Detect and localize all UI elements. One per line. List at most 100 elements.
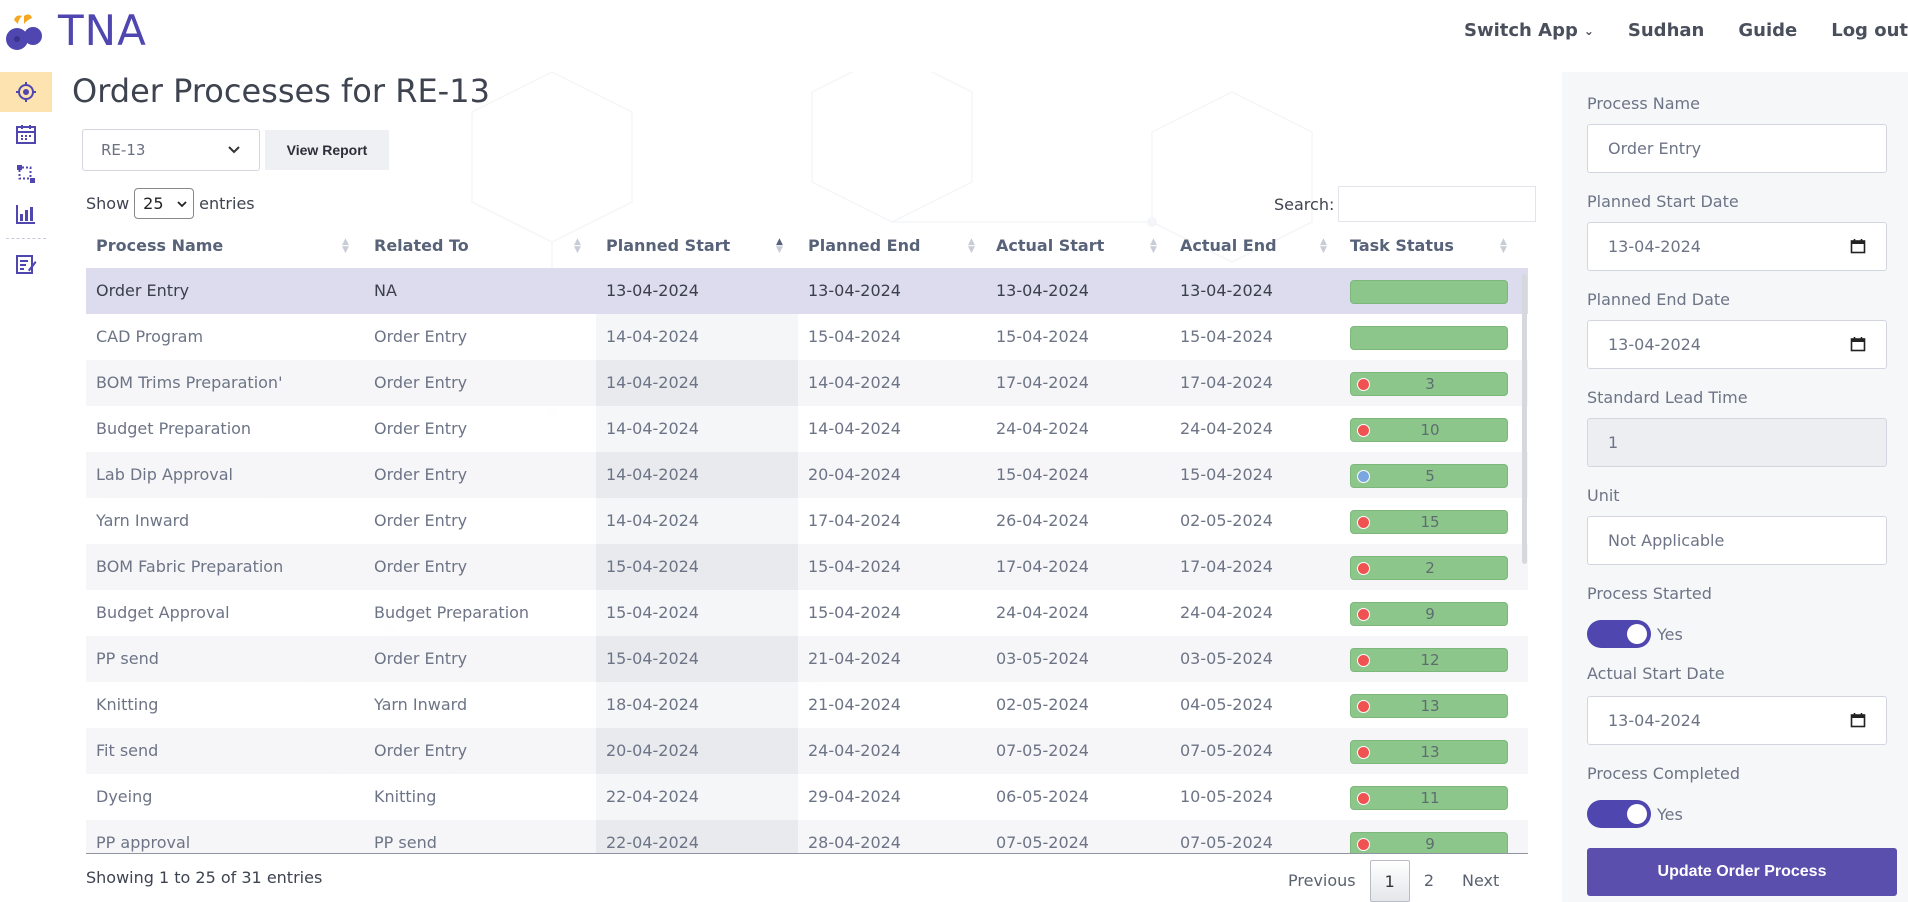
cell-actual-end: 10-05-2024 (1180, 787, 1273, 806)
cell-planned-start: 15-04-2024 (606, 557, 699, 576)
col-header-planned-start[interactable]: Planned Start ▲ ▼ (596, 226, 798, 268)
order-select[interactable]: RE-13 (82, 129, 260, 171)
rail-item-reports[interactable] (0, 194, 52, 234)
pagination: Previous 1 2 Next (1274, 860, 1513, 902)
sort-icon: ▲ ▼ (968, 237, 975, 255)
sorted-column-shade (596, 498, 798, 544)
task-status-delay-days: 13 (1420, 743, 1440, 761)
sorted-column-shade (596, 544, 798, 590)
pagination-page-1[interactable]: 1 (1369, 860, 1410, 902)
app-brand[interactable]: TNA (58, 6, 147, 55)
sorted-column-shade (596, 774, 798, 820)
user-link[interactable]: Sudhan (1627, 20, 1705, 41)
task-status-delay-days: 11 (1420, 789, 1440, 807)
cell-actual-end: 24-04-2024 (1180, 419, 1273, 438)
view-report-button[interactable]: View Report (265, 130, 389, 170)
calendar-icon[interactable] (1850, 238, 1866, 254)
cell-process-name: Order Entry (96, 281, 190, 300)
status-dot-red-icon (1357, 562, 1370, 575)
table-row[interactable]: BOM Trims Preparation' Order Entry 14-04-2… (86, 360, 1528, 406)
table-row[interactable]: PP approval PP send 22-04-2024 28-04-2024 07… (86, 820, 1528, 853)
planned-end-label: Planned End Date (1587, 290, 1730, 309)
table-row[interactable]: Dyeing Knitting 22-04-2024 29-04-2024 06-05-… (86, 774, 1528, 820)
switch-app-menu[interactable]: Switch App ⌄ (1464, 20, 1594, 41)
task-status-delay-days: 5 (1425, 467, 1435, 485)
pagination-next[interactable]: Next (1462, 871, 1500, 890)
cell-planned-end: 15-04-2024 (808, 327, 901, 346)
table-row[interactable]: Lab Dip Approval Order Entry 14-04-2024 20-… (86, 452, 1528, 498)
status-dot-red-icon (1357, 700, 1370, 713)
show-label: Show (86, 194, 130, 213)
logout-link[interactable]: Log out (1831, 20, 1908, 41)
table-row[interactable]: Order Entry NA 13-04-2024 13-04-2024 13-04-2… (86, 268, 1528, 314)
process-completed-toggle-row: Yes (1587, 800, 1683, 828)
cell-actual-end: 17-04-2024 (1180, 373, 1273, 392)
table-row[interactable]: Budget Approval Budget Preparation 15-04-2… (86, 590, 1528, 636)
target-icon (16, 82, 36, 102)
planned-end-date-field[interactable]: 13-04-2024 (1587, 320, 1887, 369)
col-header-task-status[interactable]: Task Status ▲ ▼ (1340, 226, 1526, 268)
rail-item-calendar[interactable] (0, 114, 52, 154)
col-header-actual-start[interactable]: Actual Start ▲ ▼ (986, 226, 1170, 268)
task-status-bar: 2 (1350, 556, 1508, 580)
table-row[interactable]: Yarn Inward Order Entry 14-04-2024 17-04-20… (86, 498, 1528, 544)
col-header-actual-end[interactable]: Actual End ▲ ▼ (1170, 226, 1340, 268)
table-row[interactable]: Knitting Yarn Inward 18-04-2024 21-04-2024 0… (86, 682, 1528, 728)
task-status-bar (1350, 280, 1508, 304)
col-header-label: Task Status (1350, 236, 1454, 255)
cell-planned-end: 14-04-2024 (808, 373, 901, 392)
pagination-page-2[interactable]: 2 (1423, 871, 1434, 890)
rail-item-dashboard[interactable] (0, 72, 52, 112)
col-header-process-name[interactable]: Process Name ▲ ▼ (86, 226, 364, 268)
switch-app-label: Switch App (1464, 20, 1578, 41)
process-edit-panel: Process Name Order Entry Planned Start D… (1562, 72, 1908, 902)
cell-actual-start: 13-04-2024 (996, 281, 1089, 300)
top-bar: TNA Switch App ⌄ Sudhan Guide Log out (0, 0, 1908, 72)
rail-item-notes[interactable] (0, 244, 52, 284)
update-order-process-button[interactable]: Update Order Process (1587, 848, 1897, 896)
table-row[interactable]: Budget Preparation Order Entry 14-04-2024 1… (86, 406, 1528, 452)
cell-planned-end: 29-04-2024 (808, 787, 901, 806)
cell-process-name: Knitting (96, 695, 159, 714)
table-row[interactable]: Fit send Order Entry 20-04-2024 24-04-2024 0… (86, 728, 1528, 774)
unit-field[interactable]: Not Applicable (1587, 516, 1887, 565)
process-started-toggle[interactable] (1587, 620, 1651, 648)
task-status-bar: 9 (1350, 832, 1508, 853)
cell-planned-start: 13-04-2024 (606, 281, 699, 300)
cell-process-name: Lab Dip Approval (96, 465, 233, 484)
cell-related-to: NA (374, 281, 397, 300)
cell-process-name: CAD Program (96, 327, 204, 346)
rail-item-process-flow[interactable] (0, 154, 52, 194)
table-row[interactable]: CAD Program Order Entry 14-04-2024 15-04-20… (86, 314, 1528, 360)
task-status-delay-days: 3 (1425, 375, 1435, 393)
calendar-icon (16, 125, 36, 144)
cell-related-to: Order Entry (374, 327, 468, 346)
cell-planned-end: 21-04-2024 (808, 695, 901, 714)
task-status-bar (1350, 326, 1508, 350)
table-row[interactable]: BOM Fabric Preparation Order Entry 15-04-2… (86, 544, 1528, 590)
guide-link[interactable]: Guide (1738, 20, 1798, 41)
cell-related-to: Yarn Inward (374, 695, 468, 714)
calendar-icon[interactable] (1850, 712, 1866, 728)
cell-actual-end: 15-04-2024 (1180, 465, 1273, 484)
actual-start-date-field[interactable]: 13-04-2024 (1587, 696, 1887, 745)
pagination-previous[interactable]: Previous (1288, 871, 1356, 890)
process-name-label: Process Name (1587, 94, 1700, 113)
process-completed-toggle[interactable] (1587, 800, 1651, 828)
task-status-delay-days: 10 (1420, 421, 1440, 439)
task-status-bar: 9 (1350, 602, 1508, 626)
table-scrollbar[interactable] (1522, 274, 1527, 564)
sort-icon: ▲ ▼ (342, 237, 349, 255)
status-dot-blue-icon (1357, 470, 1370, 483)
entries-select[interactable]: 25 (134, 188, 195, 219)
search-input[interactable] (1338, 186, 1537, 222)
rail-divider (6, 238, 46, 239)
col-header-related-to[interactable]: Related To ▲ ▼ (364, 226, 596, 268)
process-name-field[interactable]: Order Entry (1587, 124, 1887, 173)
table-row[interactable]: PP send Order Entry 15-04-2024 21-04-2024 03… (86, 636, 1528, 682)
status-dot-red-icon (1357, 516, 1370, 529)
planned-start-date-field[interactable]: 13-04-2024 (1587, 222, 1887, 271)
sort-icon: ▲ ▼ (574, 237, 581, 255)
calendar-icon[interactable] (1850, 336, 1866, 352)
col-header-planned-end[interactable]: Planned End ▲ ▼ (798, 226, 986, 268)
